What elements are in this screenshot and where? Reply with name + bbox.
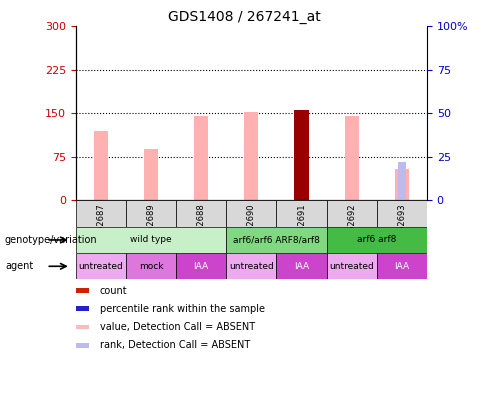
Text: IAA: IAA — [194, 262, 209, 271]
Text: untreated: untreated — [329, 262, 374, 271]
Bar — [76, 200, 126, 227]
Text: GDS1408 / 267241_at: GDS1408 / 267241_at — [167, 10, 321, 24]
Text: arf6 arf8: arf6 arf8 — [357, 235, 396, 245]
Bar — [176, 200, 226, 227]
Bar — [244, 112, 258, 200]
Text: agent: agent — [5, 261, 33, 271]
Text: mock: mock — [139, 262, 163, 271]
Bar — [76, 227, 226, 253]
Text: untreated: untreated — [79, 262, 123, 271]
Bar — [76, 343, 89, 347]
Text: count: count — [100, 286, 127, 296]
Bar — [276, 253, 326, 279]
Bar — [76, 288, 89, 293]
Bar — [76, 253, 126, 279]
Text: GSM62689: GSM62689 — [146, 204, 156, 249]
Text: value, Detection Call = ABSENT: value, Detection Call = ABSENT — [100, 322, 255, 332]
Bar — [194, 116, 208, 200]
Text: GSM62688: GSM62688 — [197, 204, 205, 249]
Text: wild type: wild type — [130, 235, 172, 245]
Bar — [276, 200, 326, 227]
Text: rank, Detection Call = ABSENT: rank, Detection Call = ABSENT — [100, 340, 250, 350]
Text: genotype/variation: genotype/variation — [5, 235, 98, 245]
Text: GSM62690: GSM62690 — [247, 204, 256, 249]
Bar — [144, 149, 158, 200]
Text: untreated: untreated — [229, 262, 274, 271]
Bar — [326, 253, 377, 279]
Text: GSM62692: GSM62692 — [347, 204, 356, 249]
Bar — [226, 227, 326, 253]
Text: IAA: IAA — [294, 262, 309, 271]
Bar — [226, 253, 276, 279]
Bar — [294, 111, 308, 200]
Text: arf6/arf6 ARF8/arf8: arf6/arf6 ARF8/arf8 — [233, 235, 320, 245]
Bar — [126, 200, 176, 227]
Bar — [76, 307, 89, 311]
Bar — [377, 200, 427, 227]
Bar — [395, 168, 409, 200]
Bar — [398, 162, 406, 200]
Bar — [94, 131, 108, 200]
Bar — [377, 253, 427, 279]
Bar — [126, 253, 176, 279]
Text: GSM62687: GSM62687 — [96, 204, 105, 249]
Bar — [326, 200, 377, 227]
Bar — [345, 116, 359, 200]
Text: GSM62691: GSM62691 — [297, 204, 306, 249]
Text: GSM62693: GSM62693 — [397, 204, 407, 249]
Bar — [76, 325, 89, 329]
Bar — [226, 200, 276, 227]
Text: IAA: IAA — [394, 262, 409, 271]
Bar — [326, 227, 427, 253]
Bar — [176, 253, 226, 279]
Text: percentile rank within the sample: percentile rank within the sample — [100, 304, 265, 314]
